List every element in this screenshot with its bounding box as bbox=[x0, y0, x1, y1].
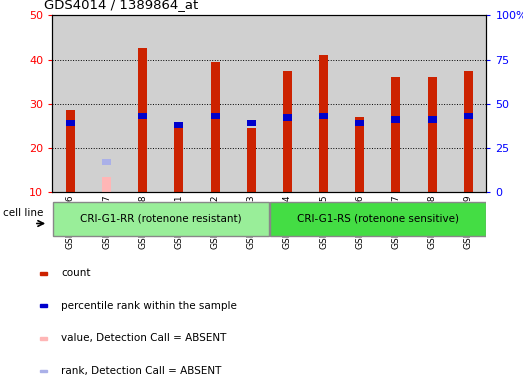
Bar bbox=[138, 113, 147, 119]
Text: count: count bbox=[61, 268, 90, 278]
Bar bbox=[102, 177, 111, 192]
Bar bbox=[391, 77, 401, 192]
Bar bbox=[247, 128, 256, 192]
Bar bbox=[450, 15, 486, 192]
Bar bbox=[414, 15, 450, 192]
Text: CRI-G1-RR (rotenone resistant): CRI-G1-RR (rotenone resistant) bbox=[80, 214, 242, 224]
Bar bbox=[355, 117, 365, 192]
Bar bbox=[124, 15, 161, 192]
Text: percentile rank within the sample: percentile rank within the sample bbox=[61, 301, 237, 311]
Bar bbox=[52, 15, 88, 192]
Bar bbox=[40, 304, 48, 307]
Bar bbox=[211, 62, 220, 192]
Bar bbox=[53, 202, 269, 236]
Bar bbox=[174, 122, 184, 128]
Bar bbox=[40, 337, 48, 340]
Bar bbox=[391, 116, 401, 123]
Bar bbox=[40, 369, 48, 372]
Bar bbox=[174, 124, 184, 192]
Bar bbox=[102, 159, 111, 165]
Bar bbox=[283, 114, 292, 121]
Text: value, Detection Call = ABSENT: value, Detection Call = ABSENT bbox=[61, 333, 226, 343]
Bar bbox=[66, 110, 75, 192]
Bar bbox=[161, 15, 197, 192]
Bar bbox=[247, 120, 256, 126]
Text: GDS4014 / 1389864_at: GDS4014 / 1389864_at bbox=[43, 0, 198, 12]
Bar bbox=[355, 120, 365, 126]
Bar bbox=[428, 116, 437, 123]
Bar bbox=[319, 113, 328, 119]
Bar bbox=[211, 113, 220, 119]
Text: cell line: cell line bbox=[3, 208, 43, 218]
Bar bbox=[464, 113, 473, 119]
Bar bbox=[283, 71, 292, 192]
Text: CRI-G1-RS (rotenone sensitive): CRI-G1-RS (rotenone sensitive) bbox=[297, 214, 459, 224]
Bar bbox=[40, 271, 48, 275]
Bar bbox=[270, 202, 486, 236]
Bar bbox=[66, 120, 75, 126]
Bar bbox=[428, 77, 437, 192]
Bar bbox=[88, 15, 124, 192]
Bar bbox=[233, 15, 269, 192]
Bar bbox=[319, 55, 328, 192]
Bar bbox=[342, 15, 378, 192]
Bar bbox=[305, 15, 342, 192]
Bar bbox=[464, 71, 473, 192]
Bar bbox=[269, 15, 305, 192]
Bar bbox=[378, 15, 414, 192]
Text: rank, Detection Call = ABSENT: rank, Detection Call = ABSENT bbox=[61, 366, 221, 376]
Bar bbox=[197, 15, 233, 192]
Bar bbox=[138, 48, 147, 192]
